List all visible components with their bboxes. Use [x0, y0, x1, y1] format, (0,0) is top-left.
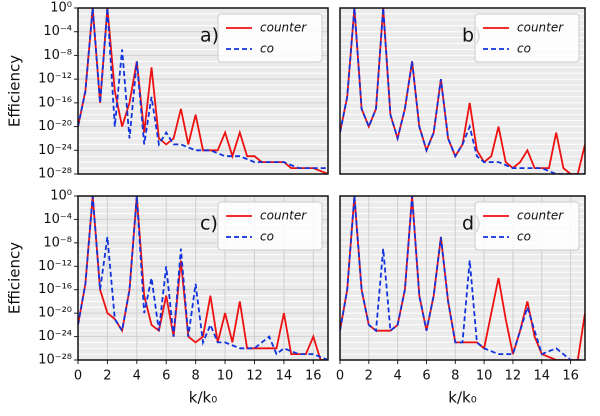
series-line [340, 196, 585, 360]
legend-label: co [517, 42, 531, 56]
plot-frame [77, 7, 329, 175]
y-tick-label: 10⁻²⁴ [38, 143, 72, 158]
legend-label: co [260, 230, 274, 244]
legend-label: counter [260, 209, 307, 223]
x-tick-label: 10 [476, 369, 493, 384]
x-tick-label: 16 [305, 369, 322, 384]
x-tick-label: 10 [217, 369, 234, 384]
x-tick-label: 12 [246, 369, 263, 384]
y-tick-label: 10⁻⁸ [43, 235, 72, 250]
x-tick-label: 14 [533, 369, 550, 384]
x-tick-label: 4 [133, 369, 141, 384]
legend-label: co [517, 230, 531, 244]
legend-label: counter [260, 21, 307, 35]
series-line [78, 196, 328, 360]
x-tick-label: 2 [365, 369, 373, 384]
x-tick-label: 16 [562, 369, 579, 384]
y-axis-label: Efficiency [6, 55, 24, 127]
legend-label: counter [517, 209, 564, 223]
y-tick-label: 10⁻¹² [38, 72, 72, 87]
legend-label: counter [517, 21, 564, 35]
y-tick-label: 10⁻⁴ [43, 24, 72, 39]
x-tick-label: 6 [162, 369, 170, 384]
y-tick-label: 10⁰ [50, 1, 72, 16]
y-tick-label: 10⁻²⁴ [38, 329, 72, 344]
y-tick-label: 10⁻²⁰ [38, 306, 72, 321]
x-axis-label: k/k₀ [189, 389, 217, 407]
x-tick-label: 2 [103, 369, 111, 384]
x-tick-label: 4 [394, 369, 402, 384]
y-tick-label: 10⁻²⁰ [38, 119, 72, 134]
series-line [340, 8, 585, 174]
legend-label: co [260, 42, 274, 56]
plot-frame [339, 195, 586, 361]
legend-box [474, 13, 580, 63]
y-tick-label: 10⁻¹² [38, 259, 72, 274]
panel-label: c) [200, 213, 218, 235]
legend-box [217, 201, 323, 251]
legend-box [217, 13, 323, 63]
x-tick-label: 14 [276, 369, 293, 384]
x-tick-label: 0 [336, 369, 344, 384]
plot-frame [339, 7, 586, 175]
y-tick-label: 10⁰ [50, 189, 72, 204]
x-tick-label: 6 [422, 369, 430, 384]
x-tick-label: 8 [451, 369, 459, 384]
x-tick-label: 8 [192, 369, 200, 384]
y-tick-label: 10⁻¹⁶ [38, 95, 72, 110]
x-tick-label: 0 [74, 369, 82, 384]
legend-box [474, 201, 580, 251]
y-tick-label: 10⁻²⁸ [38, 353, 72, 368]
x-axis-label: k/k₀ [448, 389, 476, 407]
y-tick-label: 10⁻²⁸ [38, 167, 72, 182]
x-tick-label: 12 [505, 369, 522, 384]
plot-frame [77, 195, 329, 361]
y-tick-label: 10⁻¹⁶ [38, 282, 72, 297]
series-line [78, 8, 328, 169]
y-axis-label: Efficiency [6, 242, 24, 314]
y-tick-label: 10⁻⁸ [43, 48, 72, 63]
panel-label: a) [200, 25, 219, 47]
y-tick-label: 10⁻⁴ [43, 212, 72, 227]
